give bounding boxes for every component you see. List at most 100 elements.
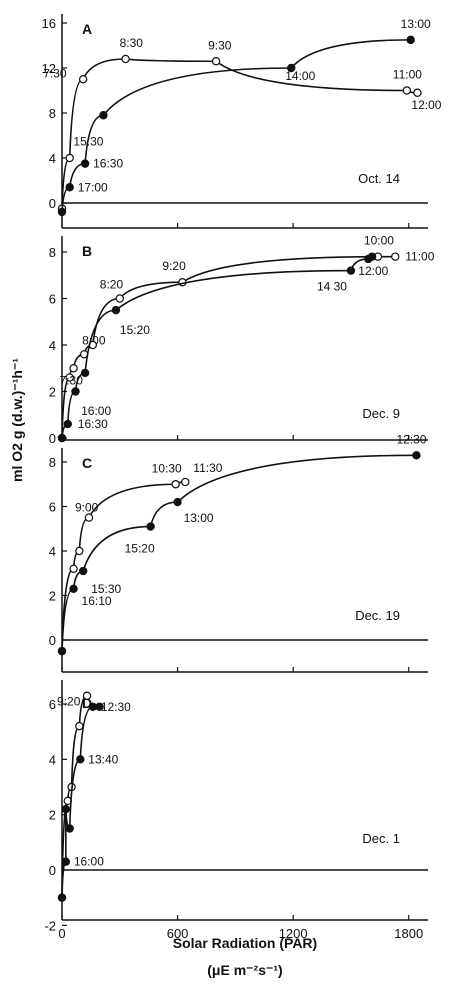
filled-point: [63, 419, 72, 429]
point-time-label: 12:30: [101, 700, 131, 714]
panel-a: 0 4 8 12 16 A Oct. 14 7:30 8:30 9:30 11:00 12:00 17:…: [42, 14, 442, 229]
y-tick-label: 8: [49, 455, 56, 470]
point-time-label: 15:30: [91, 582, 121, 596]
point-time-label: 12:30: [396, 432, 426, 446]
open-point: [82, 691, 92, 700]
panel-date: Dec. 19: [355, 608, 400, 623]
point-time-label: 9:20: [57, 695, 81, 709]
filled-point: [346, 266, 356, 275]
point-time-label: 13:00: [184, 511, 214, 525]
filled-point: [406, 35, 415, 45]
open-point: [75, 546, 84, 556]
filled-point: [367, 252, 377, 261]
point-time-label: 10:30: [152, 461, 182, 475]
panel-label: D: [82, 695, 92, 711]
panel-label: A: [82, 21, 92, 37]
open-point: [84, 513, 94, 522]
filled-point: [146, 522, 155, 531]
panel-date: Dec. 9: [362, 406, 400, 421]
y-tick-label: 4: [49, 544, 56, 559]
panel-date: Oct. 14: [358, 171, 400, 186]
filled-point: [99, 111, 108, 120]
open-point: [78, 75, 88, 84]
filled-point: [80, 368, 90, 378]
point-time-label: 14 30: [317, 280, 347, 294]
y-tick-label: 6: [49, 292, 56, 307]
filled-point: [57, 207, 67, 217]
filled-point: [88, 702, 98, 711]
point-time-label: 7:30: [43, 66, 67, 80]
point-time-label: 15:20: [120, 323, 150, 337]
x-tick-label: 600: [167, 926, 189, 941]
y-tick-label: 4: [49, 338, 56, 353]
x-axis-label: Solar Radiation (PAR): [173, 935, 317, 951]
point-time-label: 11:00: [405, 250, 434, 264]
point-time-label: 9:30: [208, 38, 232, 52]
point-time-label: 16:10: [82, 594, 112, 608]
y-tick-label: 8: [49, 245, 56, 260]
point-time-label: 8:20: [100, 278, 124, 292]
open-point: [65, 153, 74, 163]
point-time-label: 14:00: [285, 69, 315, 83]
filled-series-curve: [61, 39, 411, 213]
point-time-label: 8:00: [82, 333, 106, 347]
open-point: [413, 88, 422, 97]
y-tick-label: 2: [49, 808, 56, 823]
point-time-label: 10:00: [364, 234, 394, 248]
filled-point: [111, 305, 121, 315]
open-point: [65, 373, 74, 382]
filled-point: [61, 804, 71, 814]
filled-series-curve: [61, 255, 373, 439]
filled-point: [76, 755, 85, 764]
y-tick-label: 4: [49, 752, 56, 767]
point-time-label: 12:00: [358, 264, 388, 278]
y-tick-label: -2: [44, 918, 56, 933]
panel-date: Dec. 1: [362, 831, 400, 846]
panel-label: B: [82, 243, 92, 259]
x-axis-units: (μE m⁻²s⁻¹): [207, 962, 282, 978]
panel-label: C: [82, 455, 92, 471]
point-time-label: 16:30: [93, 157, 123, 171]
filled-point: [65, 183, 74, 192]
point-time-label: 9:20: [162, 259, 186, 273]
filled-point: [95, 702, 104, 711]
x-tick-label: 1200: [279, 926, 308, 941]
open-point: [69, 564, 78, 574]
open-point: [115, 294, 124, 303]
filled-point: [57, 646, 67, 656]
point-time-label: 9:00: [75, 501, 99, 515]
point-time-label: 13:40: [88, 752, 118, 766]
y-tick-label: 12: [42, 61, 56, 76]
y-tick-label: 4: [49, 151, 56, 166]
filled-point: [61, 857, 71, 866]
open-point: [171, 480, 180, 489]
open-series-curve: [61, 255, 396, 439]
filled-point: [80, 159, 90, 168]
filled-point: [78, 566, 88, 576]
open-point: [211, 57, 221, 66]
open-point: [121, 54, 130, 64]
y-tick-label: 2: [49, 385, 56, 400]
y-tick-label: 0: [49, 431, 56, 446]
point-time-label: 13:00: [401, 17, 431, 31]
point-time-label: 17:00: [78, 180, 108, 194]
open-point: [391, 252, 400, 261]
point-time-label: 16:30: [78, 417, 108, 431]
y-tick-label: 0: [49, 196, 56, 211]
y-tick-label: 8: [49, 106, 56, 121]
y-tick-label: 0: [49, 863, 56, 878]
point-time-label: 16:00: [74, 855, 104, 869]
open-point: [75, 721, 84, 731]
y-tick-label: 0: [49, 633, 56, 648]
y-tick-label: 6: [49, 697, 56, 712]
x-tick-label: 0: [58, 926, 65, 941]
filled-point: [173, 497, 182, 507]
point-time-label: 11:00: [393, 68, 422, 82]
open-series-curve: [61, 58, 418, 209]
point-time-label: 16:00: [81, 404, 111, 418]
filled-point: [57, 433, 67, 443]
filled-point: [71, 387, 80, 396]
